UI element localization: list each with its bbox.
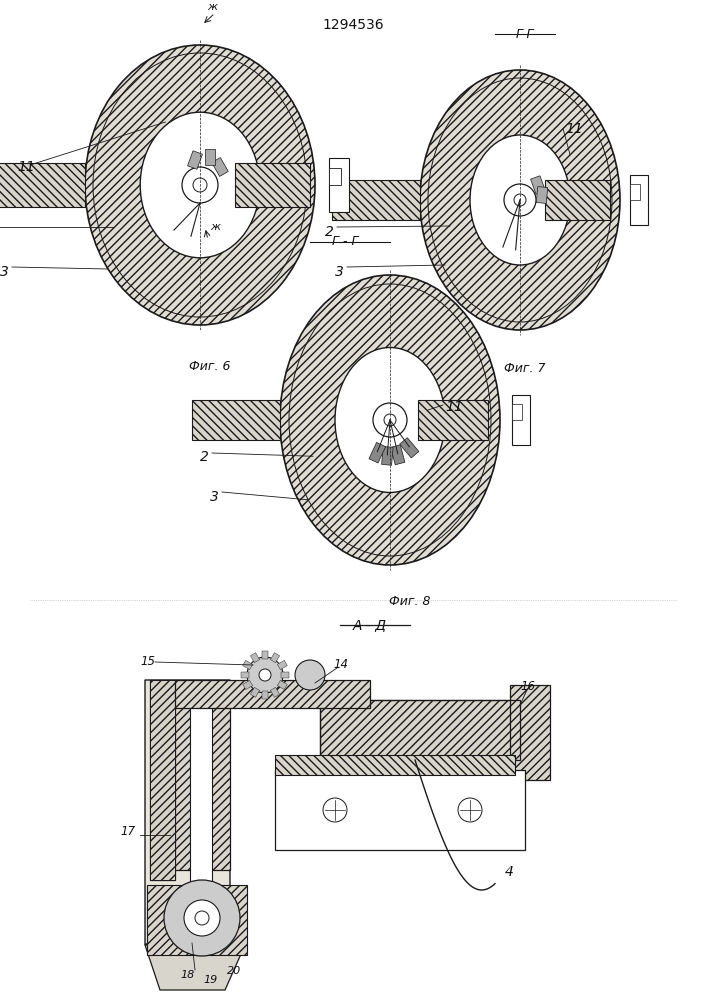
Bar [382, 446, 393, 465]
Bar [211, 158, 228, 176]
Bar [241, 672, 249, 678]
Bar [243, 660, 252, 670]
Ellipse shape [85, 45, 315, 325]
Text: 15: 15 [140, 655, 155, 668]
Bar [512, 404, 522, 420]
Circle shape [247, 657, 283, 693]
Bar [390, 445, 405, 465]
Bar [150, 680, 175, 880]
Bar [545, 180, 610, 220]
Text: 11: 11 [445, 400, 463, 414]
Bar [630, 184, 640, 200]
Bar [275, 755, 515, 775]
Bar [281, 672, 289, 678]
Bar [277, 660, 287, 670]
Bar [270, 653, 279, 663]
Circle shape [195, 911, 209, 925]
Ellipse shape [280, 275, 500, 565]
Circle shape [514, 194, 526, 206]
Bar [175, 690, 230, 870]
Ellipse shape [470, 135, 570, 265]
Circle shape [458, 798, 482, 822]
Bar [205, 149, 215, 165]
Bar [250, 687, 259, 697]
Bar [175, 680, 370, 708]
Circle shape [182, 167, 218, 203]
Bar [329, 168, 341, 185]
Text: Фиг. 6: Фиг. 6 [189, 360, 230, 373]
Text: Фиг. 8: Фиг. 8 [390, 595, 431, 608]
Text: 20: 20 [227, 966, 241, 976]
Bar [192, 400, 280, 440]
Bar [512, 395, 530, 445]
Text: 3: 3 [335, 265, 344, 279]
Bar [250, 653, 259, 663]
Bar [262, 691, 268, 699]
Bar [369, 442, 385, 463]
Text: 11: 11 [565, 122, 583, 136]
Bar [270, 687, 279, 697]
Text: А - Д: А - Д [353, 618, 387, 632]
Bar [399, 438, 419, 458]
Bar [332, 180, 420, 220]
Bar [150, 680, 175, 880]
Bar [320, 700, 520, 760]
Bar [190, 685, 212, 885]
Bar [537, 187, 548, 203]
Text: Г - Г: Г - Г [332, 235, 358, 248]
Text: 2: 2 [200, 450, 209, 464]
Circle shape [323, 798, 347, 822]
Text: Г-Г: Г-Г [195, 0, 215, 3]
Circle shape [504, 184, 536, 216]
Text: 16: 16 [520, 680, 535, 693]
Polygon shape [145, 680, 230, 945]
Circle shape [184, 900, 220, 936]
Circle shape [193, 178, 207, 192]
Text: 1294536: 1294536 [322, 18, 384, 32]
Bar [275, 770, 525, 850]
Bar [329, 158, 349, 212]
Bar [418, 400, 488, 440]
Text: ж: ж [207, 2, 217, 12]
Bar [277, 680, 287, 690]
Bar [0, 163, 85, 207]
Text: 3: 3 [210, 490, 219, 504]
Circle shape [373, 403, 407, 437]
Text: 11: 11 [17, 160, 35, 174]
Bar [243, 680, 252, 690]
Bar [187, 151, 202, 169]
Bar [530, 176, 545, 194]
Text: 18: 18 [180, 970, 194, 980]
Text: 19: 19 [203, 975, 217, 985]
Bar [510, 685, 550, 780]
Bar [320, 700, 520, 760]
Circle shape [259, 669, 271, 681]
Circle shape [295, 660, 325, 690]
Text: 4: 4 [505, 865, 514, 879]
Text: 3: 3 [0, 265, 9, 279]
Text: 14: 14 [333, 658, 348, 671]
Circle shape [384, 414, 396, 426]
Bar [262, 651, 268, 659]
Ellipse shape [140, 112, 259, 258]
Text: Фиг. 7: Фиг. 7 [504, 362, 546, 375]
Polygon shape [145, 945, 245, 990]
Text: 2: 2 [325, 225, 334, 239]
Circle shape [164, 880, 240, 956]
Text: ж: ж [210, 222, 220, 232]
Bar [235, 163, 310, 207]
Text: Г-Г: Г-Г [515, 28, 534, 41]
Ellipse shape [420, 70, 620, 330]
Bar [630, 175, 648, 225]
Ellipse shape [335, 348, 445, 492]
Bar [147, 885, 247, 955]
Text: 17: 17 [120, 825, 135, 838]
